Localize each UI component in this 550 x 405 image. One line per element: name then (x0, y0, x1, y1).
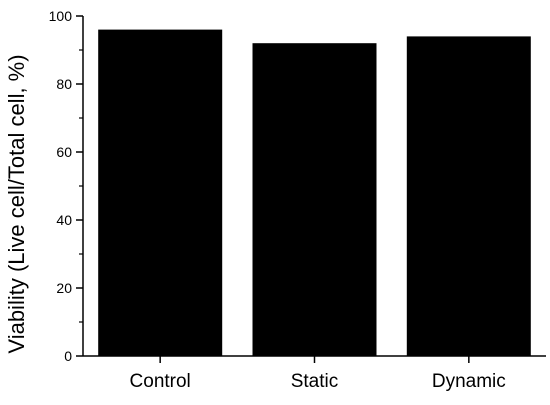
x-tick-label-static: Static (291, 371, 339, 392)
bar-dynamic (406, 36, 531, 357)
labels-layer: 0 20 40 60 80 100 Control Static Dynamic (49, 8, 506, 392)
x-tick-label-dynamic: Dynamic (432, 371, 506, 392)
x-tick-label-control: Control (130, 371, 191, 392)
bars-layer (98, 29, 531, 357)
y-tick-label-80: 80 (56, 76, 72, 92)
y-tick-label-20: 20 (56, 280, 72, 296)
y-tick-label-0: 0 (64, 348, 72, 364)
axes-layer (76, 15, 546, 363)
y-axis-title: Viability (Live cell/Total cell, %) (4, 54, 29, 353)
y-tick-label-40: 40 (56, 212, 72, 228)
y-tick-label-100: 100 (49, 8, 73, 24)
y-tick-label-60: 60 (56, 144, 72, 160)
bar-control (98, 29, 223, 356)
bar-static (252, 43, 377, 356)
